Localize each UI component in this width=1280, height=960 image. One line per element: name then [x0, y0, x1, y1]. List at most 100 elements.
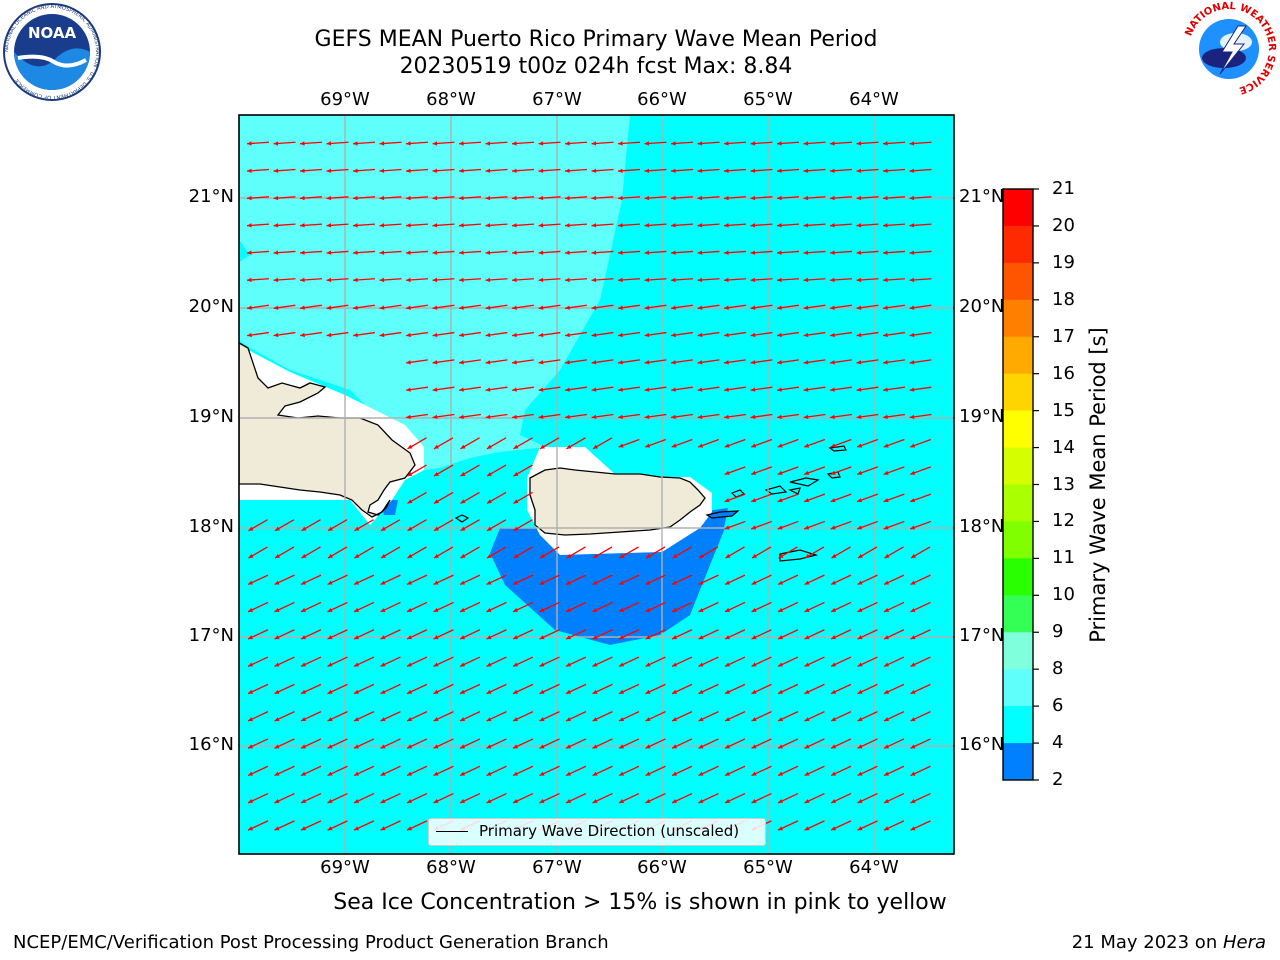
- wave-arrow-head: [513, 662, 519, 667]
- wave-arrow-head: [724, 414, 729, 420]
- wave-arrow-head: [619, 744, 625, 749]
- wave-arrow-head: [248, 771, 254, 776]
- wave-arrow-head: [538, 387, 544, 392]
- wave-arrow-head: [300, 141, 305, 146]
- wave-arrow-head: [380, 798, 386, 803]
- wave-arrow-head: [592, 662, 598, 667]
- wave-arrow-head: [274, 826, 280, 831]
- wave-arrow-head: [327, 635, 333, 640]
- wave-arrow-head: [671, 250, 676, 255]
- wave-arrow-head: [539, 607, 545, 612]
- colorbar-segment: [1003, 336, 1033, 375]
- lat-tick-right-20n: 20°N: [959, 296, 1005, 317]
- wave-arrow-head: [326, 250, 332, 255]
- wave-arrow-head: [591, 414, 597, 420]
- wave-arrow-head: [592, 635, 598, 640]
- wave-arrow-head: [432, 141, 438, 146]
- wave-arrow-head: [354, 607, 360, 612]
- wave-arrow-head: [831, 580, 837, 585]
- wave-arrow-head: [725, 744, 731, 749]
- wave-arrow-head: [618, 443, 624, 448]
- wave-arrow-head: [512, 250, 517, 255]
- wave-arrow-head: [248, 635, 254, 640]
- lon-tick-bottom-64w: 64°W: [849, 857, 899, 878]
- wave-arrow-head: [513, 499, 519, 504]
- wave-arrow-head: [247, 250, 252, 255]
- map-title-line2: 20230519 t00z 024h fcst Max: 8.84: [399, 54, 793, 79]
- wave-arrow-head: [751, 689, 757, 694]
- wave-arrow-head: [909, 168, 915, 173]
- wave-arrow-head: [592, 580, 598, 585]
- wave-arrow-head: [830, 250, 835, 255]
- wave-arrow-head: [751, 771, 757, 776]
- wave-arrow-head: [619, 689, 625, 694]
- wave-arrow-head: [354, 553, 360, 559]
- wave-arrow-head: [539, 771, 545, 776]
- colorbar-segment: [1003, 447, 1033, 485]
- wave-arrow-head: [432, 332, 438, 338]
- wave-arrow-head: [751, 798, 757, 803]
- wave-arrow-head: [883, 387, 888, 392]
- wave-arrow-head: [459, 414, 464, 420]
- wave-arrow-head: [724, 470, 730, 475]
- wave-arrow-head: [460, 607, 466, 612]
- wave-arrow-head: [803, 277, 809, 283]
- lon-tick-bottom-67w: 67°W: [532, 857, 582, 878]
- wave-arrow-head: [591, 195, 597, 201]
- wave-arrow-head: [645, 798, 651, 803]
- wave-arrow-head: [459, 332, 464, 338]
- colorbar-tick-label: 4: [1052, 732, 1064, 754]
- wave-arrow-head: [274, 771, 280, 776]
- wave-arrow-head: [432, 360, 438, 365]
- wave-arrow-head: [645, 771, 651, 776]
- wave-arrow-head: [380, 717, 386, 722]
- wave-arrow-head: [327, 580, 333, 585]
- wave-arrow-head: [884, 826, 890, 831]
- wave-arrow-head: [857, 553, 863, 559]
- wave-arrow-head: [248, 580, 254, 585]
- wave-arrow-head: [539, 580, 545, 585]
- wave-arrow-head: [831, 717, 837, 722]
- wave-arrow-head: [724, 332, 729, 338]
- wave-arrow-head: [274, 635, 280, 640]
- wave-arrow-head: [672, 607, 678, 612]
- virgin-islands: [764, 477, 820, 495]
- wave-arrow-head: [565, 168, 570, 173]
- wave-arrow-head: [407, 580, 413, 585]
- wave-arrow-head: [591, 305, 597, 310]
- wave-arrow-head: [301, 798, 307, 803]
- wave-arrow-head: [566, 689, 572, 694]
- wave-arrow-head: [750, 360, 756, 365]
- wave-arrow-head: [644, 168, 650, 173]
- wave-arrow-head: [671, 443, 677, 448]
- wave-arrow-head: [274, 798, 280, 803]
- wave-arrow-head: [909, 277, 915, 283]
- wave-arrow-head: [565, 332, 570, 338]
- wave-arrow-head: [910, 607, 916, 612]
- colorbar-segment: [1003, 262, 1033, 301]
- colorbar-segment: [1003, 669, 1033, 707]
- wave-arrow-head: [592, 798, 598, 803]
- wave-arrow-head: [539, 744, 545, 749]
- wave-arrow-head: [407, 689, 413, 694]
- wave-arrow-head: [485, 305, 491, 310]
- wave-arrow-head: [619, 662, 625, 667]
- map-legend: Primary Wave Direction (unscaled): [428, 818, 766, 846]
- wave-arrow-head: [804, 771, 810, 776]
- wave-arrow-head: [857, 771, 863, 776]
- wave-arrow-head: [725, 771, 731, 776]
- wave-arrow-head: [460, 662, 466, 667]
- wave-arrow-head: [750, 387, 756, 392]
- wave-arrow-head: [459, 250, 464, 255]
- wave-arrow-head: [248, 717, 254, 722]
- wave-arrow-head: [751, 553, 757, 559]
- wave-arrow-head: [857, 498, 863, 503]
- wave-arrow-head: [883, 443, 889, 448]
- wave-arrow-head: [830, 387, 835, 392]
- wave-arrow-head: [432, 168, 438, 173]
- wave-arrow-head: [407, 771, 413, 776]
- wave-arrow-head: [566, 717, 572, 722]
- wave-arrow-head: [750, 141, 756, 146]
- wave-arrow-head: [248, 798, 254, 803]
